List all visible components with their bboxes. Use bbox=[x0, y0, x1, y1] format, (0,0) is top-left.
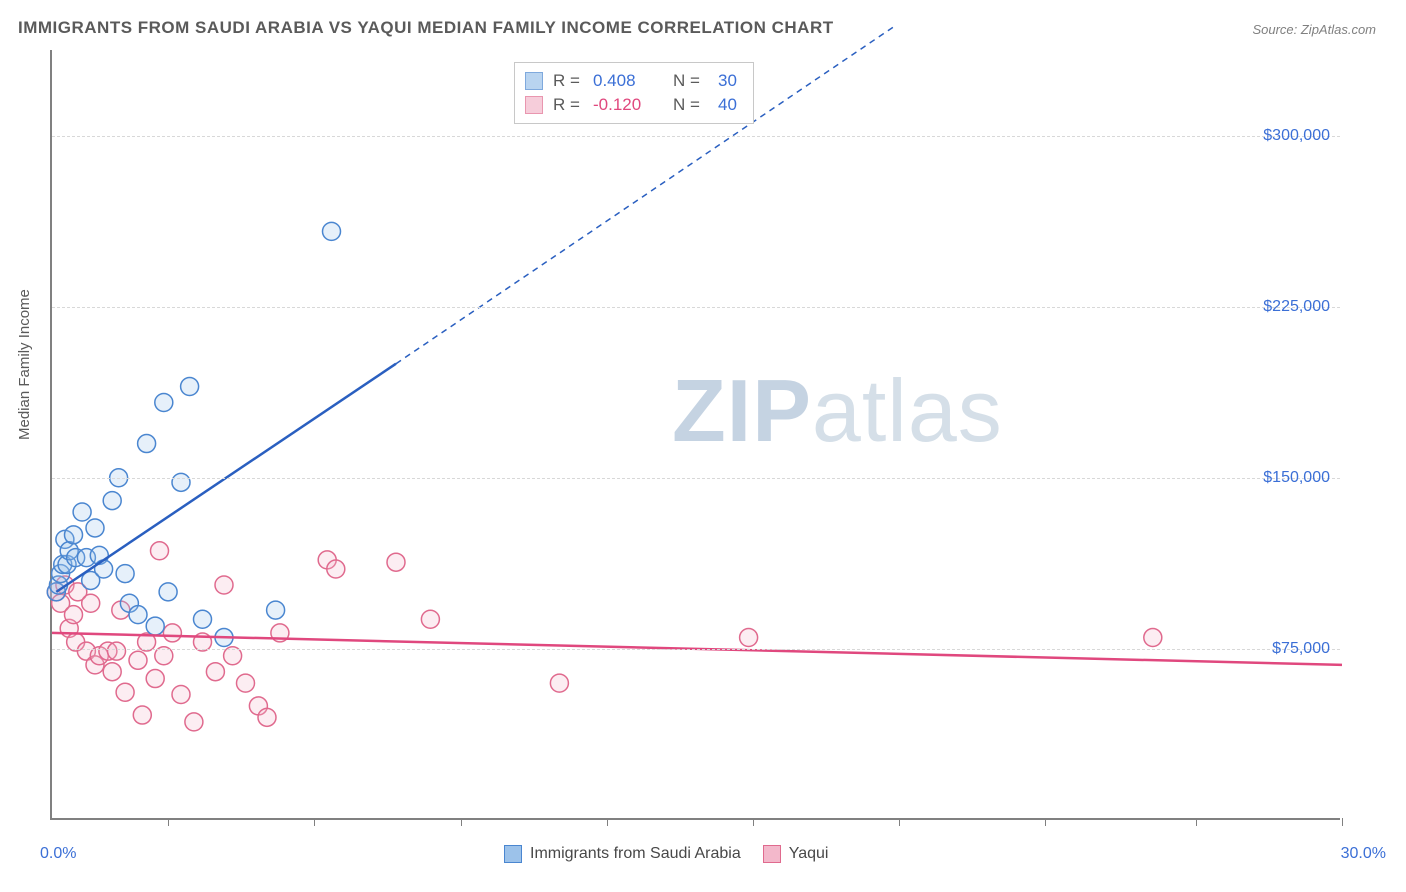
scatter-point-saudi bbox=[172, 473, 190, 491]
scatter-point-yaqui bbox=[172, 686, 190, 704]
x-tick bbox=[1342, 818, 1343, 826]
legend-label-saudi: Immigrants from Saudi Arabia bbox=[530, 845, 741, 863]
scatter-point-yaqui bbox=[116, 683, 134, 701]
scatter-point-saudi bbox=[116, 565, 134, 583]
scatter-point-saudi bbox=[73, 503, 91, 521]
scatter-point-saudi bbox=[146, 617, 164, 635]
scatter-point-saudi bbox=[155, 393, 173, 411]
gridline bbox=[52, 649, 1340, 650]
n-value-yaqui: 40 bbox=[718, 95, 737, 115]
correlation-row-yaqui: R = -0.120 N = 40 bbox=[525, 93, 737, 117]
scatter-point-yaqui bbox=[237, 674, 255, 692]
correlation-legend: R = 0.408 N = 30 R = -0.120 N = 40 bbox=[514, 62, 754, 124]
scatter-point-yaqui bbox=[65, 606, 83, 624]
scatter-point-yaqui bbox=[206, 663, 224, 681]
r-label: R = bbox=[553, 71, 583, 91]
x-tick bbox=[1196, 818, 1197, 826]
y-tick-label: $225,000 bbox=[1263, 298, 1330, 316]
n-value-saudi: 30 bbox=[718, 71, 737, 91]
scatter-point-saudi bbox=[159, 583, 177, 601]
legend-bottom: Immigrants from Saudi Arabia Yaqui bbox=[504, 845, 828, 863]
x-axis-max-label: 30.0% bbox=[1341, 845, 1386, 863]
x-tick bbox=[168, 818, 169, 826]
scatter-point-yaqui bbox=[421, 610, 439, 628]
scatter-point-yaqui bbox=[103, 663, 121, 681]
x-tick bbox=[461, 818, 462, 826]
scatter-point-yaqui bbox=[258, 708, 276, 726]
scatter-point-saudi bbox=[86, 519, 104, 537]
scatter-point-saudi bbox=[323, 222, 341, 240]
scatter-point-yaqui bbox=[1144, 628, 1162, 646]
chart-title: IMMIGRANTS FROM SAUDI ARABIA VS YAQUI ME… bbox=[18, 18, 834, 38]
scatter-point-saudi bbox=[65, 526, 83, 544]
x-tick bbox=[314, 818, 315, 826]
y-tick-label: $75,000 bbox=[1272, 640, 1330, 658]
scatter-point-yaqui bbox=[133, 706, 151, 724]
scatter-point-saudi bbox=[138, 435, 156, 453]
scatter-point-yaqui bbox=[215, 576, 233, 594]
scatter-point-yaqui bbox=[129, 651, 147, 669]
r-value-yaqui: -0.120 bbox=[593, 95, 663, 115]
scatter-point-yaqui bbox=[151, 542, 169, 560]
x-tick bbox=[753, 818, 754, 826]
scatter-point-yaqui bbox=[108, 642, 126, 660]
correlation-row-saudi: R = 0.408 N = 30 bbox=[525, 69, 737, 93]
scatter-point-saudi bbox=[181, 378, 199, 396]
scatter-point-saudi bbox=[103, 492, 121, 510]
source-attribution: Source: ZipAtlas.com bbox=[1252, 22, 1376, 37]
n-label: N = bbox=[673, 95, 708, 115]
legend-swatch-yaqui bbox=[763, 845, 781, 863]
scatter-point-yaqui bbox=[82, 594, 100, 612]
legend-swatch-saudi bbox=[504, 845, 522, 863]
x-axis-min-label: 0.0% bbox=[40, 845, 76, 863]
y-tick-label: $150,000 bbox=[1263, 469, 1330, 487]
x-tick bbox=[899, 818, 900, 826]
x-tick bbox=[607, 818, 608, 826]
legend-item-saudi: Immigrants from Saudi Arabia bbox=[504, 845, 741, 863]
y-axis-label: Median Family Income bbox=[16, 289, 33, 440]
scatter-point-yaqui bbox=[550, 674, 568, 692]
r-value-saudi: 0.408 bbox=[593, 71, 663, 91]
scatter-point-saudi bbox=[129, 606, 147, 624]
gridline bbox=[52, 307, 1340, 308]
scatter-point-yaqui bbox=[185, 713, 203, 731]
scatter-point-yaqui bbox=[146, 670, 164, 688]
scatter-point-yaqui bbox=[740, 628, 758, 646]
scatter-point-yaqui bbox=[163, 624, 181, 642]
gridline bbox=[52, 478, 1340, 479]
y-tick-label: $300,000 bbox=[1263, 127, 1330, 145]
gridline bbox=[52, 136, 1340, 137]
scatter-point-saudi bbox=[194, 610, 212, 628]
corr-swatch-saudi bbox=[525, 72, 543, 90]
scatter-point-saudi bbox=[267, 601, 285, 619]
legend-item-yaqui: Yaqui bbox=[763, 845, 829, 863]
scatter-point-saudi bbox=[95, 560, 113, 578]
x-tick bbox=[1045, 818, 1046, 826]
r-label: R = bbox=[553, 95, 583, 115]
scatter-point-yaqui bbox=[387, 553, 405, 571]
chart-plot-area: ZIPatlas $75,000$150,000$225,000$300,000… bbox=[50, 50, 1340, 820]
scatter-svg bbox=[52, 50, 1340, 818]
legend-label-yaqui: Yaqui bbox=[789, 845, 829, 863]
scatter-point-yaqui bbox=[327, 560, 345, 578]
n-label: N = bbox=[673, 71, 708, 91]
corr-swatch-yaqui bbox=[525, 96, 543, 114]
